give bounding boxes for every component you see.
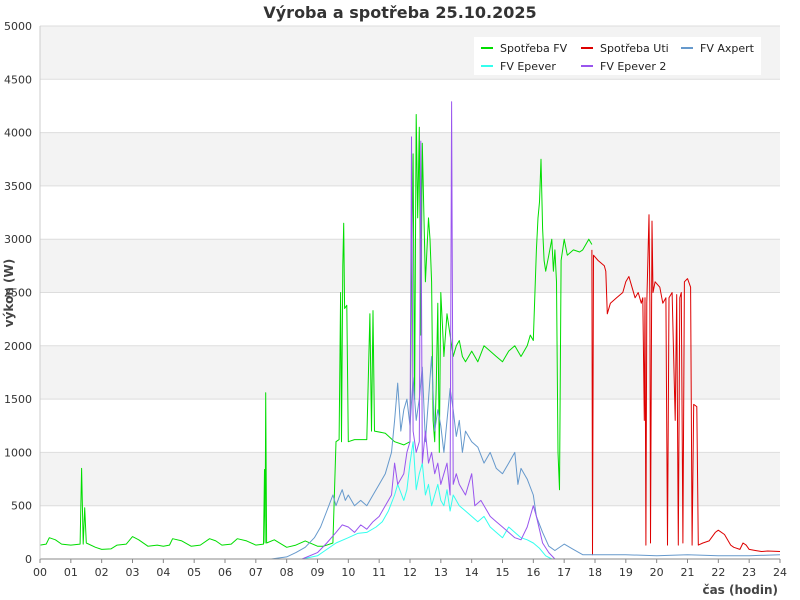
x-tick-label: 05 [187,566,201,579]
legend-entry: FV Epever [500,60,556,73]
chart-title: Výroba a spotřeba 25.10.2025 [263,3,536,22]
legend: Spotřeba FV Spotřeba Uti FV Axpert FV Epeve… [474,37,761,75]
x-tick-label: 19 [619,566,633,579]
y-axis-label: výkon (W) [2,259,16,327]
y-tick-label: 500 [11,500,32,513]
y-tick-label: 0 [25,553,32,566]
y-tick-label: 3500 [4,180,32,193]
x-tick-label: 08 [280,566,294,579]
x-tick-label: 24 [773,566,787,579]
x-tick-label: 14 [465,566,479,579]
x-tick-label: 12 [403,566,417,579]
x-tick-label: 20 [650,566,664,579]
x-tick-label: 09 [311,566,325,579]
x-tick-label: 10 [341,566,355,579]
background-band [40,185,780,240]
y-tick-label: 1000 [4,446,32,459]
legend-entry: Spotřeba Uti [600,42,669,55]
x-tick-label: 01 [64,566,78,579]
legend-entry: FV Axpert [700,42,755,55]
x-tick-label: 11 [372,566,386,579]
legend-box [474,37,761,75]
series-line-4 [301,101,556,560]
background-band [40,132,780,186]
x-tick-label: 17 [557,566,571,579]
background-band [40,505,780,559]
x-tick-label: 06 [218,566,232,579]
legend-entry: Spotřeba FV [500,42,568,55]
x-tick-label: 22 [711,566,725,579]
y-tick-label: 1500 [4,393,32,406]
background-band [40,239,780,293]
x-tick-label: 23 [742,566,756,579]
background-band [40,292,780,346]
y-tick-label: 4500 [4,73,32,86]
x-tick-label: 07 [249,566,263,579]
axes [39,26,781,563]
x-tick-label: 15 [496,566,510,579]
series-layer [39,101,781,560]
x-tick-label: 21 [681,566,695,579]
x-tick-label: 18 [588,566,602,579]
series-line-2 [271,356,781,560]
series-line-1 [591,214,781,556]
background-band [40,79,780,133]
y-tick-label: 3000 [4,233,32,246]
y-tick-label: 2500 [4,287,32,300]
legend-entry: FV Epever 2 [600,60,666,73]
y-tick-label: 2000 [4,340,32,353]
x-tick-label: 00 [33,566,47,579]
x-tick-label: 02 [95,566,109,579]
x-tick-label: 04 [156,566,170,579]
x-tick-labels: 00 01 02 03 04 05 06 07 08 09 10 11 12 13 14 15 16 17 18 19… [33,566,787,579]
y-tick-label: 4000 [4,127,32,140]
y-tick-label: 5000 [4,20,32,33]
x-tick-label: 13 [434,566,448,579]
y-tick-labels: 0 500 1000 1500 2000 2500 3000 3500 4000 4500 5000 [4,20,32,566]
x-tick-label: 16 [526,566,540,579]
x-axis-label: čas (hodin) [702,583,778,597]
x-tick-label: 03 [126,566,140,579]
